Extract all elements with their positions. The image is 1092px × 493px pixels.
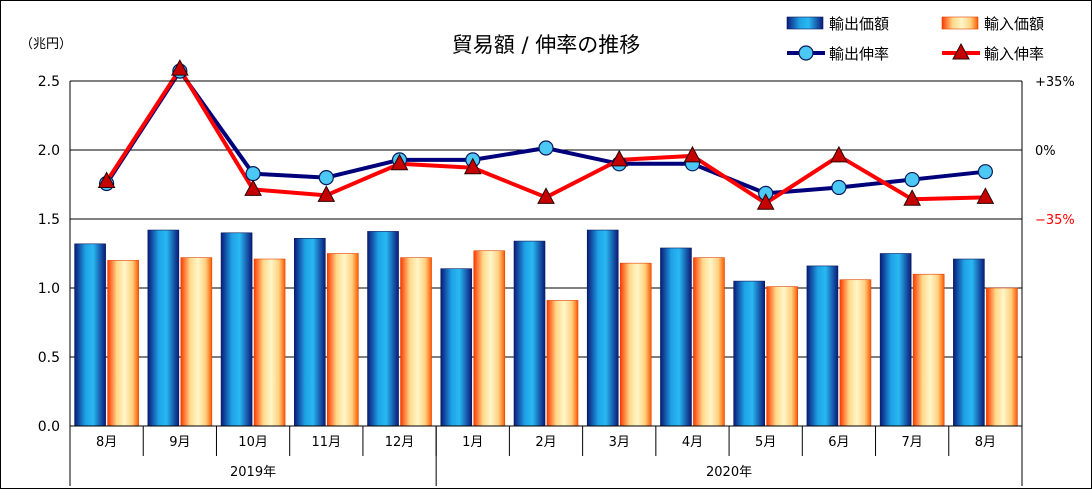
left-tick-label: 2.0 [38,143,60,159]
category-label: 1月 [462,435,483,450]
export-bar [367,231,399,427]
chart-title: 貿易額 / 伸率の推移 [452,33,640,57]
export-bar [74,243,106,427]
export-bar [513,240,546,427]
lines [97,59,995,210]
import-bar [253,258,286,427]
legend-label: 輸出価額 [829,15,889,33]
import-bar [986,287,1018,427]
import-bar [912,273,945,427]
category-label: 6月 [828,435,849,450]
legend-label: 輸入伸率 [984,45,1044,63]
import-bar [546,300,579,427]
import-growth-point [244,179,262,196]
import-growth-point [756,193,775,210]
legend-marker [798,45,814,61]
axes: 0.0 0.5 1.0 1.5 2.0 2.5 +35% 0% −35% 8月 9月 10月 11月 12… [38,74,1075,486]
export-growth-point [904,171,920,188]
export-bar [294,238,326,427]
import-growth-point [537,187,555,204]
import-growth-point [830,145,848,163]
import-bar [839,279,872,427]
left-tick-label: 0.5 [38,350,60,366]
import-bar [693,257,725,427]
legend-marker [952,42,970,60]
import-growth-point [97,171,116,189]
import-bar [400,257,432,427]
export-bar [220,232,253,427]
category-label: 10月 [238,435,268,450]
bars [74,229,1018,427]
import-growth-point [390,153,409,171]
export-growth-point [245,166,261,182]
left-tick-label: 1.5 [38,212,60,228]
import-growth-point [317,185,336,202]
left-tick-label: 0.0 [38,419,60,435]
import-bar [180,257,213,427]
export-bar [953,258,985,427]
year-label: 2019年 [230,465,276,480]
category-label: 5月 [755,435,776,450]
legend-label: 輸出伸率 [829,45,889,63]
category-label: 2月 [535,435,556,450]
import-growth-point [903,189,921,206]
category-label: 12月 [385,435,415,450]
export-bar [660,247,692,427]
import-growth-point [683,145,702,163]
category-label: 11月 [312,435,342,450]
year-label: 2020年 [706,465,752,480]
category-label: 7月 [902,435,923,450]
import-bar [327,253,359,427]
y-unit-label: （兆円） [20,37,72,52]
import-growth-point [171,59,189,76]
legend-label: 輸入価額 [984,15,1044,33]
export-growth-point [977,164,993,180]
category-label: 3月 [609,435,630,450]
export-bar [440,268,473,427]
right-tick-label: −35% [1035,213,1075,228]
category-label: 8月 [975,435,996,450]
legend-swatch [941,16,979,30]
export-growth-point [318,170,334,186]
category-label: 8月 [96,435,117,450]
right-tick-label: 0% [1035,144,1056,159]
import-growth-point [976,187,995,204]
import-growth-point [463,157,482,175]
export-growth-point [831,179,847,196]
import-bar [766,286,798,427]
category-label: 4月 [682,435,703,450]
import-growth-point [610,149,629,167]
export-growth-point [538,140,554,156]
import-bar [473,250,506,427]
import-bar [107,260,139,427]
export-bar [879,253,912,427]
right-tick-label: +35% [1035,75,1075,90]
legend-swatch [786,16,824,30]
left-tick-label: 2.5 [38,74,60,90]
export-bar [806,265,839,427]
category-label: 9月 [169,435,190,450]
left-tick-label: 1.0 [38,281,60,297]
import-bar [619,262,652,427]
export-bar [147,229,180,427]
export-bar [733,280,765,427]
export-bar [586,229,619,427]
